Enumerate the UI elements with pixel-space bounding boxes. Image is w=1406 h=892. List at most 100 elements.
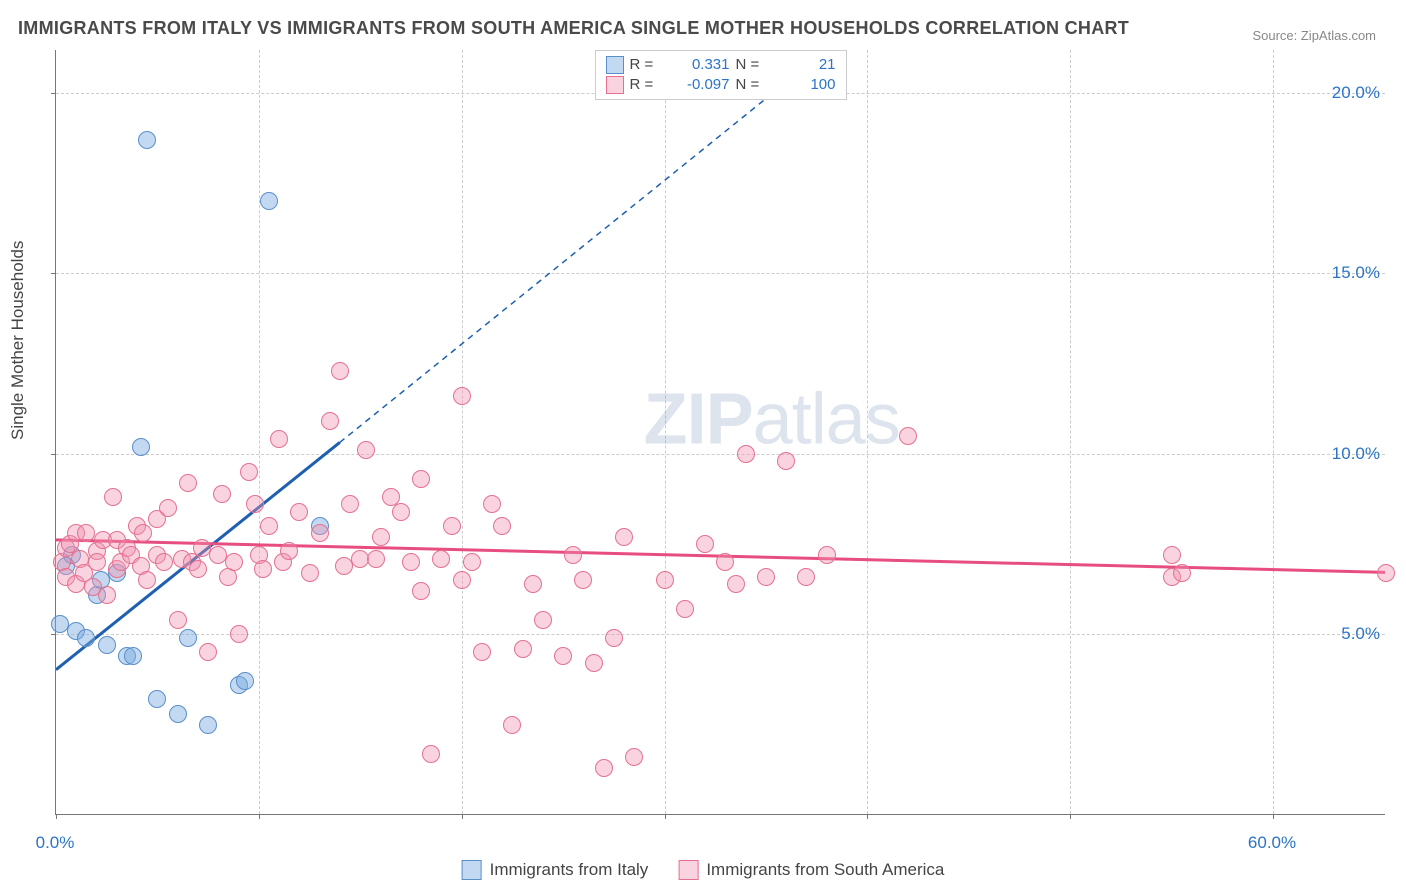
y-axis-title: Single Mother Households [8,241,28,440]
y-tick-label: 15.0% [1332,263,1380,283]
gridline-vertical [259,50,260,814]
y-tick-label: 10.0% [1332,444,1380,464]
y-tick-mark [51,93,56,94]
data-point-italy [169,705,187,723]
data-point-southam [727,575,745,593]
data-point-southam [605,629,623,647]
trend-lines-svg [56,50,1385,814]
data-point-southam [254,560,272,578]
data-point-southam [155,553,173,571]
data-point-southam [737,445,755,463]
data-point-southam [453,571,471,589]
legend-row-italy: R = 0.331 N = 21 [606,55,836,75]
data-point-southam [230,625,248,643]
data-point-southam [696,535,714,553]
x-axis-label-left: 0.0% [36,833,75,853]
data-point-southam [321,412,339,430]
chart-title: IMMIGRANTS FROM ITALY VS IMMIGRANTS FROM… [18,18,1129,39]
data-point-southam [463,553,481,571]
data-point-southam [372,528,390,546]
data-point-southam [290,503,308,521]
legend-r-value-italy: 0.331 [672,55,730,75]
watermark: ZIPatlas [644,379,900,461]
watermark-zip: ZIP [644,380,753,460]
data-point-southam [818,546,836,564]
data-point-southam [199,643,217,661]
data-point-southam [757,568,775,586]
gridline-vertical [1273,50,1274,814]
data-point-southam [189,560,207,578]
data-point-southam [392,503,410,521]
data-point-southam [341,495,359,513]
data-point-southam [534,611,552,629]
y-tick-label: 5.0% [1341,624,1380,644]
data-point-southam [625,748,643,766]
y-tick-mark [51,634,56,635]
legend-r-value-southam: -0.097 [672,75,730,95]
source-attribution: Source: ZipAtlas.com [1252,28,1376,43]
x-tick-mark [1070,814,1071,819]
watermark-atlas: atlas [753,380,900,460]
legend-bottom: Immigrants from Italy Immigrants from So… [462,860,945,880]
data-point-italy [148,690,166,708]
legend-swatch-southam [606,76,624,94]
data-point-southam [169,611,187,629]
data-point-southam [88,553,106,571]
legend-item-southam: Immigrants from South America [678,860,944,880]
data-point-italy [179,629,197,647]
data-point-southam [367,550,385,568]
legend-label-southam: Immigrants from South America [706,860,944,880]
data-point-italy [132,438,150,456]
data-point-southam [311,524,329,542]
data-point-southam [98,586,116,604]
legend-swatch-italy [606,56,624,74]
data-point-southam [483,495,501,513]
data-point-southam [179,474,197,492]
data-point-southam [402,553,420,571]
x-tick-mark [1273,814,1274,819]
data-point-southam [564,546,582,564]
gridline-horizontal [56,454,1385,455]
data-point-southam [422,745,440,763]
data-point-italy [260,192,278,210]
data-point-southam [1173,564,1191,582]
data-point-southam [473,643,491,661]
data-point-southam [225,553,243,571]
data-point-southam [412,582,430,600]
x-tick-mark [462,814,463,819]
legend-n-label: N = [736,75,772,95]
data-point-southam [453,387,471,405]
legend-label-italy: Immigrants from Italy [490,860,649,880]
data-point-southam [615,528,633,546]
data-point-southam [1377,564,1395,582]
gridline-vertical [665,50,666,814]
data-point-southam [412,470,430,488]
data-point-southam [213,485,231,503]
data-point-southam [574,571,592,589]
data-point-southam [138,571,156,589]
legend-n-value-italy: 21 [778,55,836,75]
data-point-southam [777,452,795,470]
data-point-italy [77,629,95,647]
data-point-italy [124,647,142,665]
data-point-southam [104,488,122,506]
data-point-southam [159,499,177,517]
legend-correlation-box: R = 0.331 N = 21 R = -0.097 N = 100 [595,50,847,100]
legend-r-label: R = [630,55,666,75]
data-point-southam [797,568,815,586]
data-point-southam [280,542,298,560]
data-point-southam [331,362,349,380]
data-point-southam [899,427,917,445]
data-point-southam [432,550,450,568]
data-point-southam [240,463,258,481]
x-tick-mark [665,814,666,819]
data-point-southam [595,759,613,777]
data-point-italy [199,716,217,734]
y-tick-mark [51,454,56,455]
data-point-southam [554,647,572,665]
plot-area: R = 0.331 N = 21 R = -0.097 N = 100 ZIPa… [55,50,1385,815]
data-point-southam [260,517,278,535]
data-point-southam [134,524,152,542]
legend-swatch-italy [462,860,482,880]
x-tick-mark [259,814,260,819]
